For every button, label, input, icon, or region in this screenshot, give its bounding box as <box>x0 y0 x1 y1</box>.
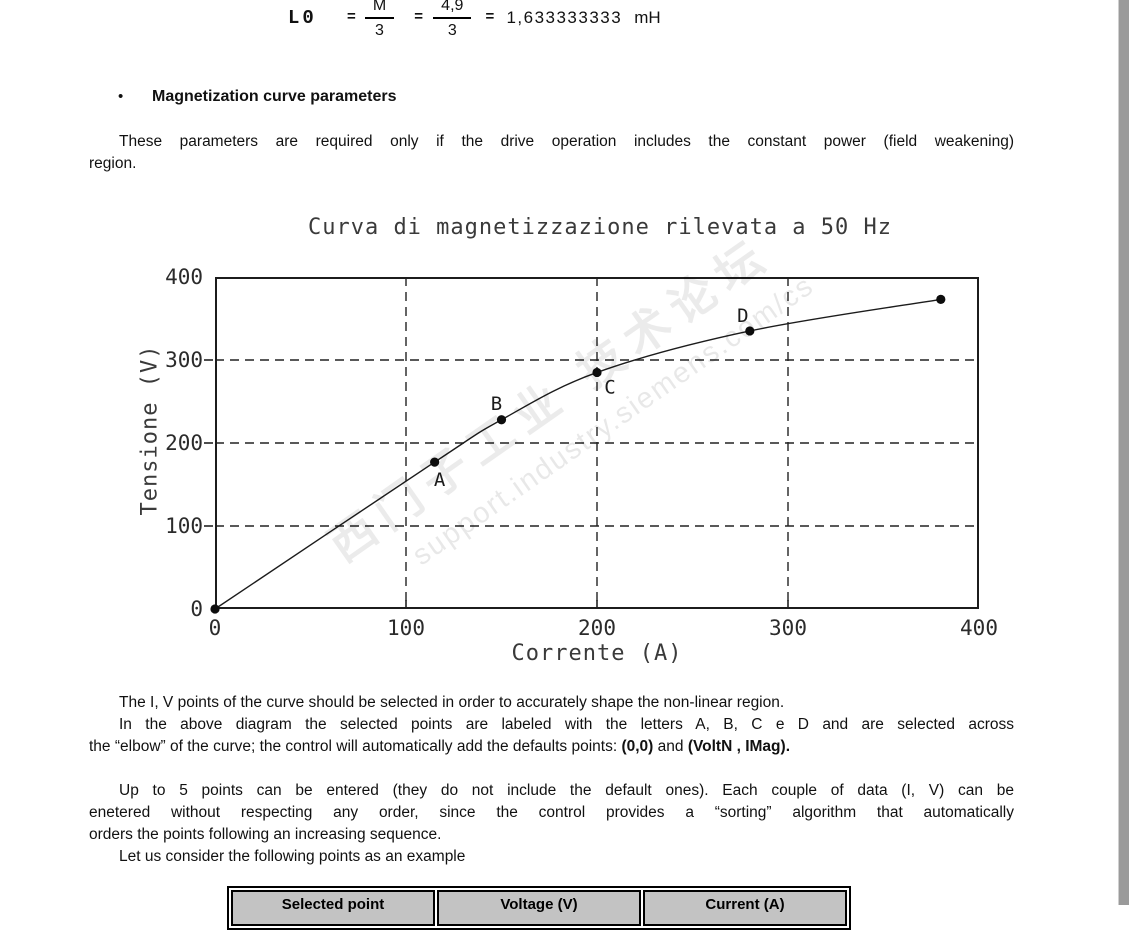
x-tick-label: 300 <box>769 616 807 640</box>
table-header-selected-point: Selected point <box>231 890 435 926</box>
text-line: In the above diagram the selected points… <box>119 716 1014 733</box>
fraction-numerator: 4,9 <box>433 0 472 19</box>
document-page: { "formula": { "lhs": "L0", "eq": "=", "… <box>89 0 1129 930</box>
intro-paragraph: These parameters are required only if th… <box>89 131 1014 175</box>
text-segment: and <box>653 738 688 755</box>
formula-lhs: L0 <box>288 6 317 29</box>
intro-block: These parameters are required only if th… <box>89 131 1014 175</box>
bold-text-segment: (0,0) <box>621 738 654 755</box>
bullet-icon: • <box>118 88 124 105</box>
text-line: Up to 5 points can be entered (they do n… <box>119 782 1014 799</box>
text-line: region. <box>89 155 137 172</box>
magnetization-chart-plot: A B C D <box>204 277 979 614</box>
y-tick-label: 400 <box>165 265 203 289</box>
section-heading-row: • Magnetization curve parameters <box>118 87 397 107</box>
text-line: Let us consider the following points as … <box>119 848 466 865</box>
magnetization-chart: Curva di magnetizzazione rilevata a 50 H… <box>138 215 998 666</box>
bold-text-segment: (VoltN , IMag) <box>687 738 786 755</box>
magnetization-curve <box>214 298 941 610</box>
diagram-labels-paragraph: In the above diagram the selected points… <box>89 714 1014 758</box>
points-selection-paragraph: The I, V points of the curve should be s… <box>89 692 1014 714</box>
table-header-row: Selected point Voltage (V) Current (A) <box>231 890 847 926</box>
equals-sign: = <box>346 9 356 26</box>
data-point-dot <box>936 294 946 305</box>
entry-rules-block: Up to 5 points can be entered (they do n… <box>89 780 1014 868</box>
x-tick-label: 200 <box>578 616 616 640</box>
data-point-dot <box>430 457 440 467</box>
formula-unit: mH <box>634 7 661 27</box>
text-line: These parameters are required only if th… <box>119 133 1014 150</box>
inductance-formula: L0 = M 3 = 4,9 3 = 1,633333333 mH <box>288 0 661 42</box>
equals-sign: = <box>485 9 495 26</box>
text-line: enetered without respecting any order, s… <box>89 804 1014 821</box>
y-tick-label: 0 <box>190 597 203 621</box>
chart-title: Curva di magnetizzazione rilevata a 50 H… <box>307 215 893 240</box>
equals-sign: = <box>414 9 424 26</box>
point-label-C: C <box>604 376 615 398</box>
data-point-dot <box>592 367 602 378</box>
y-tick-label: 100 <box>165 514 203 538</box>
y-tick-label: 200 <box>165 431 203 455</box>
fraction-numerator: M <box>364 0 395 19</box>
y-tick-label: 300 <box>165 348 203 372</box>
points-description-block: The I, V points of the curve should be s… <box>89 692 1014 758</box>
page: L0 = M 3 = 4,9 3 = 1,633333333 mH • Magne… <box>89 0 1129 930</box>
point-label-B: B <box>491 393 502 415</box>
x-tick-label: 100 <box>387 616 425 640</box>
data-point-dot <box>210 604 220 614</box>
fraction-denominator: 3 <box>375 22 384 39</box>
bold-text-segment: . <box>785 738 790 755</box>
data-point-dot <box>496 415 507 425</box>
x-tick-label: 400 <box>960 616 998 640</box>
text-segment: the “elbow” of the curve; the control wi… <box>89 738 622 755</box>
x-tick-label: 0 <box>208 616 222 640</box>
entry-rules-paragraph: Up to 5 points can be entered (they do n… <box>89 780 1014 846</box>
point-label-D: D <box>737 305 748 327</box>
fraction-m-over-3: M 3 <box>364 0 395 42</box>
text-line: The I, V points of the curve should be s… <box>119 694 785 711</box>
fraction-4-9-over-3: 4,9 3 <box>433 0 472 42</box>
plot-frame <box>215 277 979 609</box>
y-axis-label: Tensione (V) <box>137 344 163 516</box>
fraction-denominator: 3 <box>447 22 457 39</box>
text-line: the “elbow” of the curve; the control wi… <box>89 736 1014 758</box>
x-axis-label: Corrente (A) <box>511 641 683 666</box>
page-edge-band <box>1118 0 1129 905</box>
data-point-dot <box>745 326 755 336</box>
point-label-A: A <box>434 469 446 491</box>
formula-result: 1,633333333 <box>506 7 623 27</box>
table-header-current: Current (A) <box>643 890 847 926</box>
section-heading: Magnetization curve parameters <box>152 88 397 105</box>
table-header-voltage: Voltage (V) <box>437 890 641 926</box>
example-lead-paragraph: Let us consider the following points as … <box>89 846 1014 868</box>
text-line: orders the points following an increasin… <box>89 826 442 843</box>
example-points-table: Selected point Voltage (V) Current (A) <box>227 886 851 930</box>
